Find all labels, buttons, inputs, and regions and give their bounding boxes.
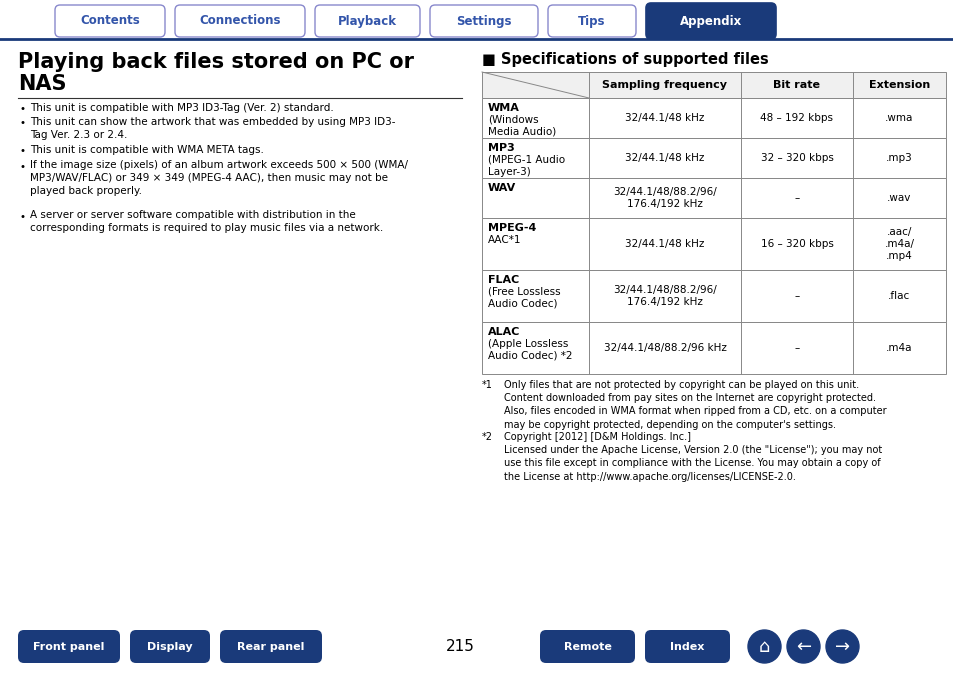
Text: •: • — [20, 118, 26, 129]
Text: 215: 215 — [445, 639, 474, 654]
Text: 48 – 192 kbps: 48 – 192 kbps — [760, 113, 833, 123]
Text: Index: Index — [670, 641, 704, 651]
Bar — [481, 322, 945, 374]
Text: (Free Lossless
Audio Codec): (Free Lossless Audio Codec) — [488, 287, 560, 309]
Text: This unit is compatible with MP3 ID3-Tag (Ver. 2) standard.: This unit is compatible with MP3 ID3-Tag… — [30, 103, 334, 113]
Text: Playing back files stored on PC or: Playing back files stored on PC or — [18, 52, 414, 72]
Text: NAS: NAS — [18, 74, 67, 94]
Text: MP3: MP3 — [488, 143, 515, 153]
Bar — [481, 138, 945, 178]
Text: .wma: .wma — [884, 113, 913, 123]
FancyBboxPatch shape — [645, 3, 775, 39]
Text: WMA: WMA — [488, 103, 519, 113]
Text: (Windows
Media Audio): (Windows Media Audio) — [488, 115, 556, 137]
FancyBboxPatch shape — [314, 5, 419, 37]
Text: –: – — [794, 193, 799, 203]
Text: .mp3: .mp3 — [885, 153, 912, 163]
Text: .wav: .wav — [886, 193, 911, 203]
Text: Sampling frequency: Sampling frequency — [602, 80, 727, 90]
Text: Remote: Remote — [563, 641, 611, 651]
FancyBboxPatch shape — [430, 5, 537, 37]
Text: Tips: Tips — [578, 15, 605, 28]
Text: Extension: Extension — [868, 80, 929, 90]
Text: AAC*1: AAC*1 — [488, 235, 521, 245]
Text: Connections: Connections — [199, 15, 280, 28]
Text: 32/44.1/48 kHz: 32/44.1/48 kHz — [624, 239, 704, 249]
Text: 32/44.1/48/88.2/96/
176.4/192 kHz: 32/44.1/48/88.2/96/ 176.4/192 kHz — [613, 285, 716, 307]
Text: •: • — [20, 104, 26, 114]
Text: 32 – 320 kbps: 32 – 320 kbps — [760, 153, 833, 163]
Text: .aac/
.m4a/
.mp4: .aac/ .m4a/ .mp4 — [883, 227, 914, 261]
Text: .flac: .flac — [887, 291, 910, 301]
Text: ⌂: ⌂ — [758, 637, 769, 656]
Text: ←: ← — [795, 637, 810, 656]
Circle shape — [825, 630, 858, 663]
Bar — [481, 218, 945, 270]
Text: Only files that are not protected by copyright can be played on this unit.
Conte: Only files that are not protected by cop… — [503, 380, 885, 429]
FancyBboxPatch shape — [130, 630, 210, 663]
Text: Display: Display — [147, 641, 193, 651]
Circle shape — [786, 630, 820, 663]
Text: WAV: WAV — [488, 183, 516, 193]
Text: Rear panel: Rear panel — [237, 641, 304, 651]
Text: •: • — [20, 147, 26, 157]
Text: If the image size (pixels) of an album artwork exceeds 500 × 500 (WMA/
MP3/WAV/F: If the image size (pixels) of an album a… — [30, 160, 408, 196]
Circle shape — [747, 630, 781, 663]
Text: 32/44.1/48/88.2/96 kHz: 32/44.1/48/88.2/96 kHz — [603, 343, 725, 353]
Text: A server or server software compatible with distribution in the
corresponding fo: A server or server software compatible w… — [30, 210, 383, 233]
Text: *2: *2 — [481, 432, 493, 442]
Text: Bit rate: Bit rate — [773, 80, 820, 90]
Text: 32/44.1/48 kHz: 32/44.1/48 kHz — [624, 153, 704, 163]
Text: ■ Specifications of supported files: ■ Specifications of supported files — [481, 52, 768, 67]
FancyBboxPatch shape — [174, 5, 305, 37]
FancyBboxPatch shape — [547, 5, 636, 37]
Bar — [481, 98, 945, 138]
Bar — [481, 178, 945, 218]
FancyBboxPatch shape — [539, 630, 635, 663]
FancyBboxPatch shape — [220, 630, 322, 663]
Bar — [481, 270, 945, 322]
Text: ALAC: ALAC — [488, 327, 519, 337]
Text: →: → — [834, 637, 849, 656]
Text: 32/44.1/48/88.2/96/
176.4/192 kHz: 32/44.1/48/88.2/96/ 176.4/192 kHz — [613, 187, 716, 209]
Text: Playback: Playback — [337, 15, 396, 28]
Text: (MPEG-1 Audio
Layer-3): (MPEG-1 Audio Layer-3) — [488, 155, 564, 177]
Text: Copyright [2012] [D&M Holdings. Inc.]
Licensed under the Apache License, Version: Copyright [2012] [D&M Holdings. Inc.] Li… — [503, 432, 882, 482]
Text: MPEG-4: MPEG-4 — [488, 223, 536, 233]
Text: *1: *1 — [481, 380, 493, 390]
Text: •: • — [20, 211, 26, 221]
FancyBboxPatch shape — [644, 630, 729, 663]
Text: 16 – 320 kbps: 16 – 320 kbps — [760, 239, 833, 249]
Text: .m4a: .m4a — [885, 343, 912, 353]
FancyBboxPatch shape — [55, 5, 165, 37]
Text: This unit is compatible with WMA META tags.: This unit is compatible with WMA META ta… — [30, 145, 264, 155]
Text: 32/44.1/48 kHz: 32/44.1/48 kHz — [624, 113, 704, 123]
Text: Appendix: Appendix — [679, 15, 741, 28]
FancyBboxPatch shape — [18, 630, 120, 663]
Text: This unit can show the artwork that was embedded by using MP3 ID3-
Tag Ver. 2.3 : This unit can show the artwork that was … — [30, 117, 395, 140]
Text: Contents: Contents — [80, 15, 140, 28]
Text: Front panel: Front panel — [33, 641, 105, 651]
Text: •: • — [20, 162, 26, 172]
Text: (Apple Lossless
Audio Codec) *2: (Apple Lossless Audio Codec) *2 — [488, 339, 572, 361]
Text: FLAC: FLAC — [488, 275, 518, 285]
Text: Settings: Settings — [456, 15, 511, 28]
Text: –: – — [794, 343, 799, 353]
Bar — [481, 72, 945, 98]
Text: –: – — [794, 291, 799, 301]
